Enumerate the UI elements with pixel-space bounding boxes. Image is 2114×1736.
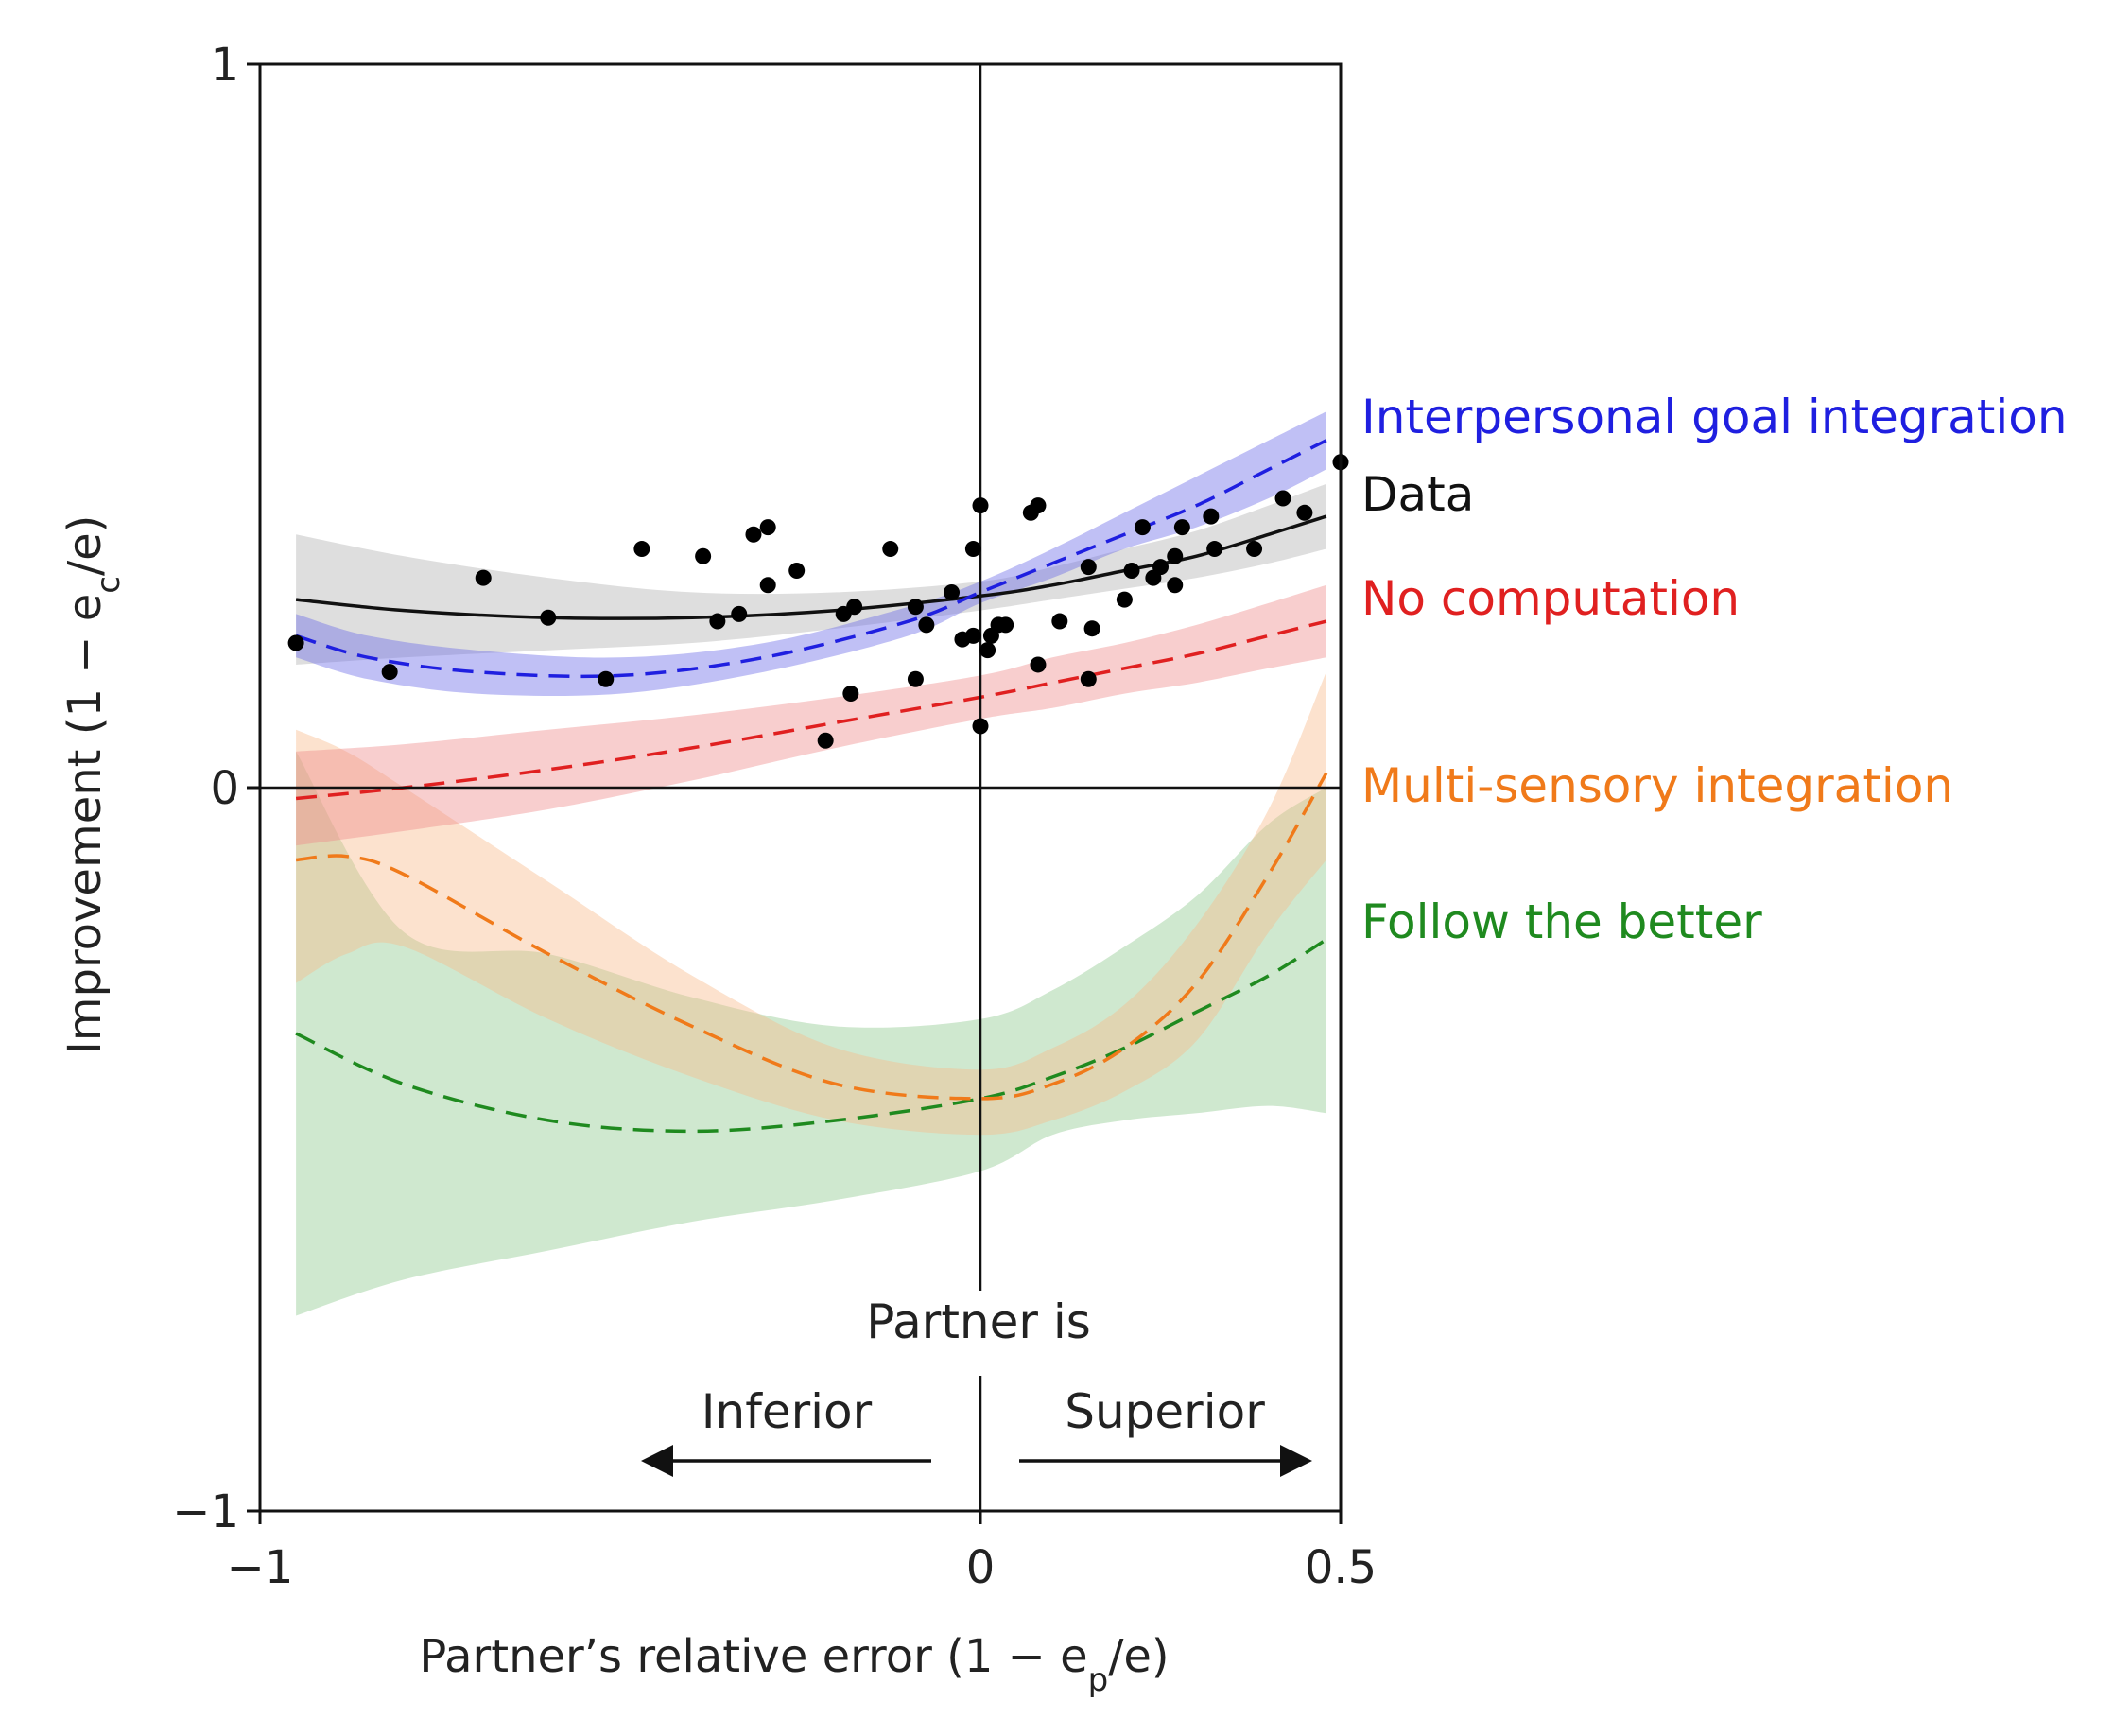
data-point bbox=[1173, 519, 1190, 536]
legend-follow-the-better: Follow the better bbox=[1361, 894, 1762, 949]
y-axis-label: Improvement (1 − ec/e) bbox=[59, 515, 128, 1055]
data-point bbox=[1123, 563, 1140, 579]
line-multi-sensory-integration bbox=[295, 772, 1328, 1101]
line-no-computation bbox=[295, 619, 1327, 801]
legend: Interpersonal goal integration Data No com… bbox=[1361, 390, 2068, 949]
series-lines bbox=[295, 439, 1328, 1134]
band-multi-sensory-integration bbox=[296, 671, 1326, 1136]
data-point bbox=[598, 670, 615, 687]
x-axis-label: Partner’s relative error (1 − ep/e) bbox=[419, 1630, 1169, 1699]
data-point bbox=[944, 583, 961, 600]
data-point bbox=[695, 547, 712, 564]
legend-interpersonal-goal-integration: Interpersonal goal integration bbox=[1361, 390, 2068, 444]
data-point bbox=[1051, 613, 1068, 630]
data-point bbox=[540, 609, 557, 626]
data-point bbox=[1080, 670, 1097, 687]
scatter-points bbox=[287, 454, 1349, 749]
data-point bbox=[1083, 620, 1100, 637]
data-point bbox=[1116, 591, 1133, 608]
annotation-inferior: Inferior bbox=[702, 1384, 873, 1439]
data-point bbox=[1206, 541, 1223, 558]
line-interpersonal-goal-integration bbox=[295, 439, 1327, 679]
data-point bbox=[972, 497, 989, 514]
data-point bbox=[745, 526, 762, 543]
legend-data: Data bbox=[1361, 467, 1474, 522]
data-point bbox=[1167, 547, 1184, 564]
data-point bbox=[882, 541, 899, 558]
data-point bbox=[381, 664, 398, 681]
band-no-computation bbox=[296, 584, 1326, 846]
data-point bbox=[475, 569, 492, 586]
data-point bbox=[731, 605, 748, 622]
data-point bbox=[964, 627, 981, 644]
data-point bbox=[972, 718, 989, 735]
reference-lines bbox=[260, 64, 1341, 1511]
data-point bbox=[1296, 504, 1313, 521]
data-point bbox=[1030, 656, 1047, 673]
data-point bbox=[907, 670, 924, 687]
data-point bbox=[1080, 559, 1097, 576]
data-point bbox=[709, 613, 726, 630]
data-point bbox=[907, 599, 924, 616]
data-point bbox=[846, 599, 863, 616]
data-point bbox=[817, 732, 834, 749]
data-point bbox=[759, 577, 776, 594]
data-point bbox=[1274, 490, 1291, 507]
legend-multi-sensory-integration: Multi-sensory integration bbox=[1361, 758, 1953, 813]
data-point bbox=[842, 686, 859, 703]
data-point bbox=[759, 519, 776, 536]
data-point bbox=[1246, 541, 1263, 558]
line-data bbox=[295, 514, 1327, 620]
data-point bbox=[979, 642, 996, 659]
arrow-superior-icon bbox=[1019, 1445, 1312, 1477]
line-follow-the-better bbox=[295, 938, 1327, 1134]
y-tick-label: 0 bbox=[210, 762, 239, 815]
legend-no-computation: No computation bbox=[1361, 571, 1740, 626]
data-point bbox=[964, 541, 981, 558]
data-point bbox=[1134, 519, 1151, 536]
data-point bbox=[633, 541, 650, 558]
tick-labels: −1 0 0.5 −1 0 1 bbox=[172, 39, 1377, 1594]
annotation-gap bbox=[964, 1291, 993, 1376]
data-point bbox=[1167, 577, 1184, 594]
x-tick-label: 0.5 bbox=[1305, 1541, 1377, 1594]
y-tick-label: −1 bbox=[172, 1485, 239, 1538]
data-point bbox=[1152, 559, 1169, 576]
data-point bbox=[1030, 497, 1047, 514]
y-tick-label: 1 bbox=[210, 39, 239, 92]
data-point bbox=[918, 616, 935, 634]
data-point bbox=[287, 634, 304, 651]
annotation-superior: Superior bbox=[1065, 1384, 1265, 1439]
data-point bbox=[788, 563, 806, 579]
data-point bbox=[997, 616, 1014, 634]
band-follow-the-better bbox=[296, 751, 1326, 1316]
annotation-partner-is: Partner is bbox=[866, 1294, 1091, 1349]
x-tick-label: −1 bbox=[227, 1541, 294, 1594]
data-point bbox=[1203, 508, 1220, 525]
arrow-inferior-icon bbox=[641, 1445, 931, 1477]
confidence-bands bbox=[296, 411, 1326, 1316]
x-tick-label: 0 bbox=[966, 1541, 996, 1594]
band-interpersonal-goal-integration bbox=[296, 411, 1326, 696]
